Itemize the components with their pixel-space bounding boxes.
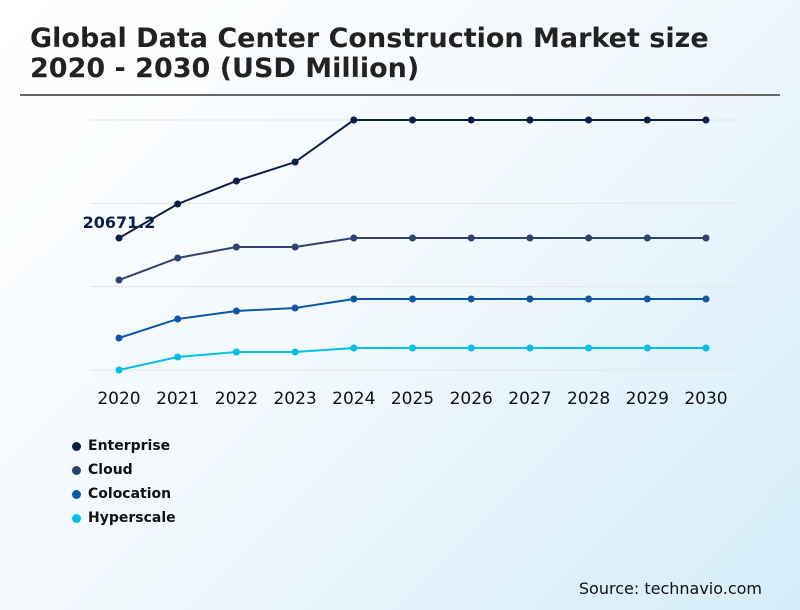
data-label: 20671.2 xyxy=(83,213,156,232)
data-point-colocation xyxy=(702,295,710,303)
data-point-colocation xyxy=(643,295,651,303)
data-point-colocation xyxy=(467,295,475,303)
data-point-cloud xyxy=(467,234,475,242)
legend-label: Colocation xyxy=(88,486,172,502)
data-point-cloud xyxy=(291,243,299,251)
data-point-hyperscale xyxy=(467,344,475,352)
chart-title: Global Data Center Construction Market s… xyxy=(30,23,709,84)
data-point-cloud xyxy=(232,243,240,251)
data-point-cloud xyxy=(702,234,710,242)
data-point-hyperscale xyxy=(115,366,123,374)
data-point-colocation xyxy=(585,295,593,303)
data-point-colocation xyxy=(232,307,240,315)
x-tick-label: 2026 xyxy=(450,389,493,409)
data-point-colocation xyxy=(174,315,182,323)
data-point-colocation xyxy=(526,295,534,303)
legend-dot-icon xyxy=(72,465,81,475)
data-point-hyperscale xyxy=(702,344,710,352)
data-point-cloud xyxy=(585,234,593,242)
legend: Enterprise Cloud Colocation Hyperscale xyxy=(72,434,176,530)
legend-item: Colocation xyxy=(72,482,176,506)
data-point-colocation xyxy=(350,295,358,303)
x-tick-label: 2029 xyxy=(626,389,669,409)
data-point-colocation xyxy=(409,295,416,303)
title-divider xyxy=(20,94,780,96)
legend-label: Hyperscale xyxy=(88,510,176,526)
data-point-enterprise xyxy=(526,116,534,124)
legend-item: Enterprise xyxy=(72,434,176,458)
data-point-enterprise xyxy=(585,116,593,124)
data-point-colocation xyxy=(291,304,299,312)
legend-dot-icon xyxy=(72,513,81,523)
data-point-cloud xyxy=(115,276,123,284)
data-point-hyperscale xyxy=(232,348,240,356)
data-point-enterprise xyxy=(174,200,182,208)
legend-label: Enterprise xyxy=(88,438,171,454)
series-line-cloud xyxy=(118,237,706,281)
data-point-hyperscale xyxy=(526,344,534,352)
data-point-hyperscale xyxy=(174,353,182,361)
x-tick-label: 2023 xyxy=(273,389,316,409)
data-point-cloud xyxy=(409,234,416,242)
data-point-enterprise xyxy=(643,116,651,124)
data-point-enterprise xyxy=(409,116,416,124)
data-point-enterprise xyxy=(702,116,710,124)
legend-label: Cloud xyxy=(88,462,133,478)
x-tick-label: 2020 xyxy=(97,389,140,409)
data-point-enterprise xyxy=(467,116,475,124)
data-point-hyperscale xyxy=(585,344,593,352)
source-note: Source: technavio.com xyxy=(578,579,762,598)
data-point-cloud xyxy=(643,234,651,242)
data-point-enterprise xyxy=(291,158,299,166)
x-tick-label: 2022 xyxy=(215,389,258,409)
data-point-enterprise xyxy=(350,116,358,124)
legend-dot-icon xyxy=(72,441,81,451)
x-tick-label: 2027 xyxy=(508,389,551,409)
data-point-hyperscale xyxy=(350,344,358,352)
x-tick-label: 2024 xyxy=(332,389,375,409)
data-point-hyperscale xyxy=(291,348,299,356)
x-tick-label: 2028 xyxy=(567,389,610,409)
data-point-cloud xyxy=(174,254,182,262)
series-line-colocation xyxy=(118,297,706,339)
legend-item: Cloud xyxy=(72,458,176,482)
legend-item: Hyperscale xyxy=(72,506,176,530)
data-point-enterprise xyxy=(115,234,123,242)
data-point-hyperscale xyxy=(643,344,651,352)
data-point-enterprise xyxy=(232,177,240,185)
series-line-enterprise xyxy=(118,119,706,239)
x-tick-label: 2021 xyxy=(156,389,199,409)
x-tick-label: 2025 xyxy=(391,389,434,409)
data-point-colocation xyxy=(115,334,123,342)
data-point-cloud xyxy=(526,234,534,242)
x-tick-label: 2030 xyxy=(684,389,727,409)
data-point-cloud xyxy=(350,234,358,242)
legend-dot-icon xyxy=(72,489,81,499)
data-point-hyperscale xyxy=(409,344,416,352)
